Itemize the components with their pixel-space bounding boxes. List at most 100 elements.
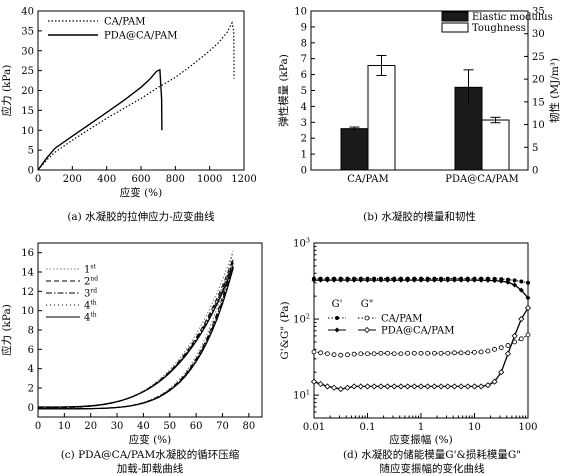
panel-d-point bbox=[411, 383, 418, 390]
panel-d-point bbox=[331, 352, 337, 358]
panel-b-legend-swatch bbox=[441, 22, 469, 33]
panel-b-ylabel-right: 韧性 (MJ/m³) bbox=[548, 58, 561, 123]
panel-d-xlabel: 应变振幅 (%) bbox=[389, 433, 453, 446]
panel-c-legend-base: 3 bbox=[84, 289, 90, 300]
panel-a-legend-label: CA/PAM bbox=[104, 17, 146, 28]
panel-d-series-markers-3 bbox=[310, 304, 532, 393]
panel-b-ytick-right-label: 10 bbox=[532, 120, 545, 131]
panel-d-xtick-label: 10 bbox=[468, 422, 481, 433]
panel-d-xtick-label: 0.01 bbox=[303, 422, 325, 433]
panel-b-ytick-label: 1 bbox=[301, 150, 307, 161]
panel-a-ytick-label: 5 bbox=[28, 146, 34, 157]
panel-d-point bbox=[331, 277, 337, 283]
panel-c-legend-base: 4 bbox=[84, 313, 90, 324]
panel-d-xtick-label: 0.1 bbox=[360, 422, 376, 433]
panel-c-ytick-label: 6 bbox=[28, 345, 34, 356]
panel-d-point bbox=[324, 383, 331, 390]
panel-d-ytick-exp: 1 bbox=[306, 389, 310, 397]
panel-a-xlabel: 应变 (%) bbox=[120, 186, 163, 199]
panel-a-legend-label: PDA@CA/PAM bbox=[104, 31, 177, 42]
panel-b-ytick-label: 4 bbox=[301, 102, 307, 113]
panel-a-xtick-label: 600 bbox=[131, 174, 150, 185]
panel-d-point bbox=[484, 382, 491, 389]
panel-d-point bbox=[364, 383, 371, 390]
panel-a-ytick-label: 10 bbox=[21, 126, 34, 137]
panel-d-point bbox=[526, 280, 530, 285]
panel-b-ytick-right-label: 35 bbox=[532, 7, 545, 18]
panel-d-point bbox=[511, 332, 518, 339]
panel-c-cycle-5 bbox=[38, 266, 234, 410]
panel-c-xtick-label: 0 bbox=[35, 421, 41, 432]
panel-d-point bbox=[504, 350, 512, 357]
panel-d-point bbox=[344, 277, 350, 283]
panel-d-point bbox=[485, 348, 491, 354]
panel-d-point bbox=[431, 383, 438, 390]
panel-d-point bbox=[471, 383, 478, 390]
panel-d-point bbox=[425, 350, 431, 356]
panel-d-point bbox=[411, 350, 417, 356]
panel-d-legend-label: CA/PAM bbox=[381, 314, 423, 325]
panel-d-point bbox=[318, 350, 324, 356]
panel-d-point bbox=[498, 369, 505, 376]
panel-b-ytick-label: 9 bbox=[301, 22, 307, 33]
panel-c-xtick-label: 40 bbox=[137, 421, 150, 432]
panel-d-ytick-exp: 2 bbox=[306, 313, 310, 321]
panel-d-ytick-label: 101 bbox=[293, 389, 310, 402]
panel-d-point bbox=[518, 287, 524, 293]
panel-d-legend-header-gprime: G' bbox=[332, 299, 343, 310]
panel-c-ytick-label: 2 bbox=[28, 384, 34, 395]
panel-c-caption-line2: 加载-卸载曲线 bbox=[117, 462, 184, 475]
panel-d-point bbox=[458, 277, 464, 283]
panel-d-series-markers-1 bbox=[311, 332, 531, 358]
panel-d-ytick-exp: 3 bbox=[306, 237, 310, 245]
panel-d-point bbox=[371, 351, 377, 357]
panel-d-point bbox=[365, 277, 370, 283]
panel-c-xtick-label: 30 bbox=[111, 421, 124, 432]
panel-b-bar-modulus bbox=[340, 128, 369, 171]
panel-c-ytick-label: 14 bbox=[21, 268, 34, 279]
panel-d-ylabel: G'&G" (Pa) bbox=[279, 301, 291, 359]
panel-d-point bbox=[318, 277, 324, 283]
panel-b-ytick-label: 2 bbox=[301, 134, 307, 145]
panel-c-legend-label: 3rd bbox=[84, 288, 97, 300]
panel-c-xtick-label: 20 bbox=[84, 421, 97, 432]
panel-c-legend-sup: st bbox=[90, 264, 96, 271]
panel-d-point bbox=[371, 383, 378, 390]
panel-d-caption-line1: (d) 水凝胶的储能模量G'&损耗模量G" bbox=[343, 448, 521, 461]
panel-a-xtick-label: 1200 bbox=[231, 174, 256, 185]
panel-c-legend-label: 2nd bbox=[84, 276, 98, 288]
panel-d-point bbox=[465, 277, 471, 283]
panel-c-legend-label: 4th bbox=[84, 300, 97, 312]
panel-d-point bbox=[344, 384, 351, 391]
panel-d-point bbox=[524, 304, 532, 312]
panel-b-legend-label: Elastic modulus bbox=[472, 12, 553, 23]
panel-b-ytick-label: 0 bbox=[301, 166, 307, 177]
panel-d-point bbox=[519, 279, 524, 284]
panel-a-ytick-label: 20 bbox=[21, 86, 34, 97]
panel-d-point bbox=[351, 351, 357, 357]
panel-d-point bbox=[424, 383, 431, 390]
panel-c-xtick-label: 50 bbox=[163, 421, 176, 432]
panel-d-point bbox=[378, 350, 384, 356]
panel-a-caption: (a) 水凝胶的拉伸应力-应变曲线 bbox=[67, 210, 215, 223]
panel-d-point bbox=[498, 345, 504, 351]
panel-b-bar-toughness bbox=[481, 119, 510, 171]
panel-d-point bbox=[317, 380, 324, 388]
panel-c-legend-base: 4 bbox=[84, 301, 90, 312]
panel-d-point bbox=[391, 351, 397, 357]
panel-d-point bbox=[324, 351, 330, 357]
panel-d-point bbox=[444, 383, 451, 390]
panel-d-legend-marker bbox=[335, 316, 339, 320]
panel-d-xtick-label: 100 bbox=[518, 422, 537, 433]
panel-c-legend-sup: th bbox=[90, 300, 96, 307]
panel-d-series-markers-2 bbox=[311, 277, 531, 301]
panel-d-point bbox=[404, 383, 411, 390]
panel-d-point bbox=[338, 352, 344, 358]
panel-b-ylabel: 弹性模量 (kPa) bbox=[277, 54, 290, 127]
panel-d-point bbox=[345, 352, 350, 358]
panel-a-xtick-label: 0 bbox=[35, 174, 41, 185]
panel-d-point bbox=[310, 378, 318, 385]
panel-d-legend-label: PDA@CA/PAM bbox=[381, 326, 454, 337]
panel-c-legend-sup: rd bbox=[90, 288, 97, 295]
panel-b-legend-swatch bbox=[441, 11, 469, 22]
